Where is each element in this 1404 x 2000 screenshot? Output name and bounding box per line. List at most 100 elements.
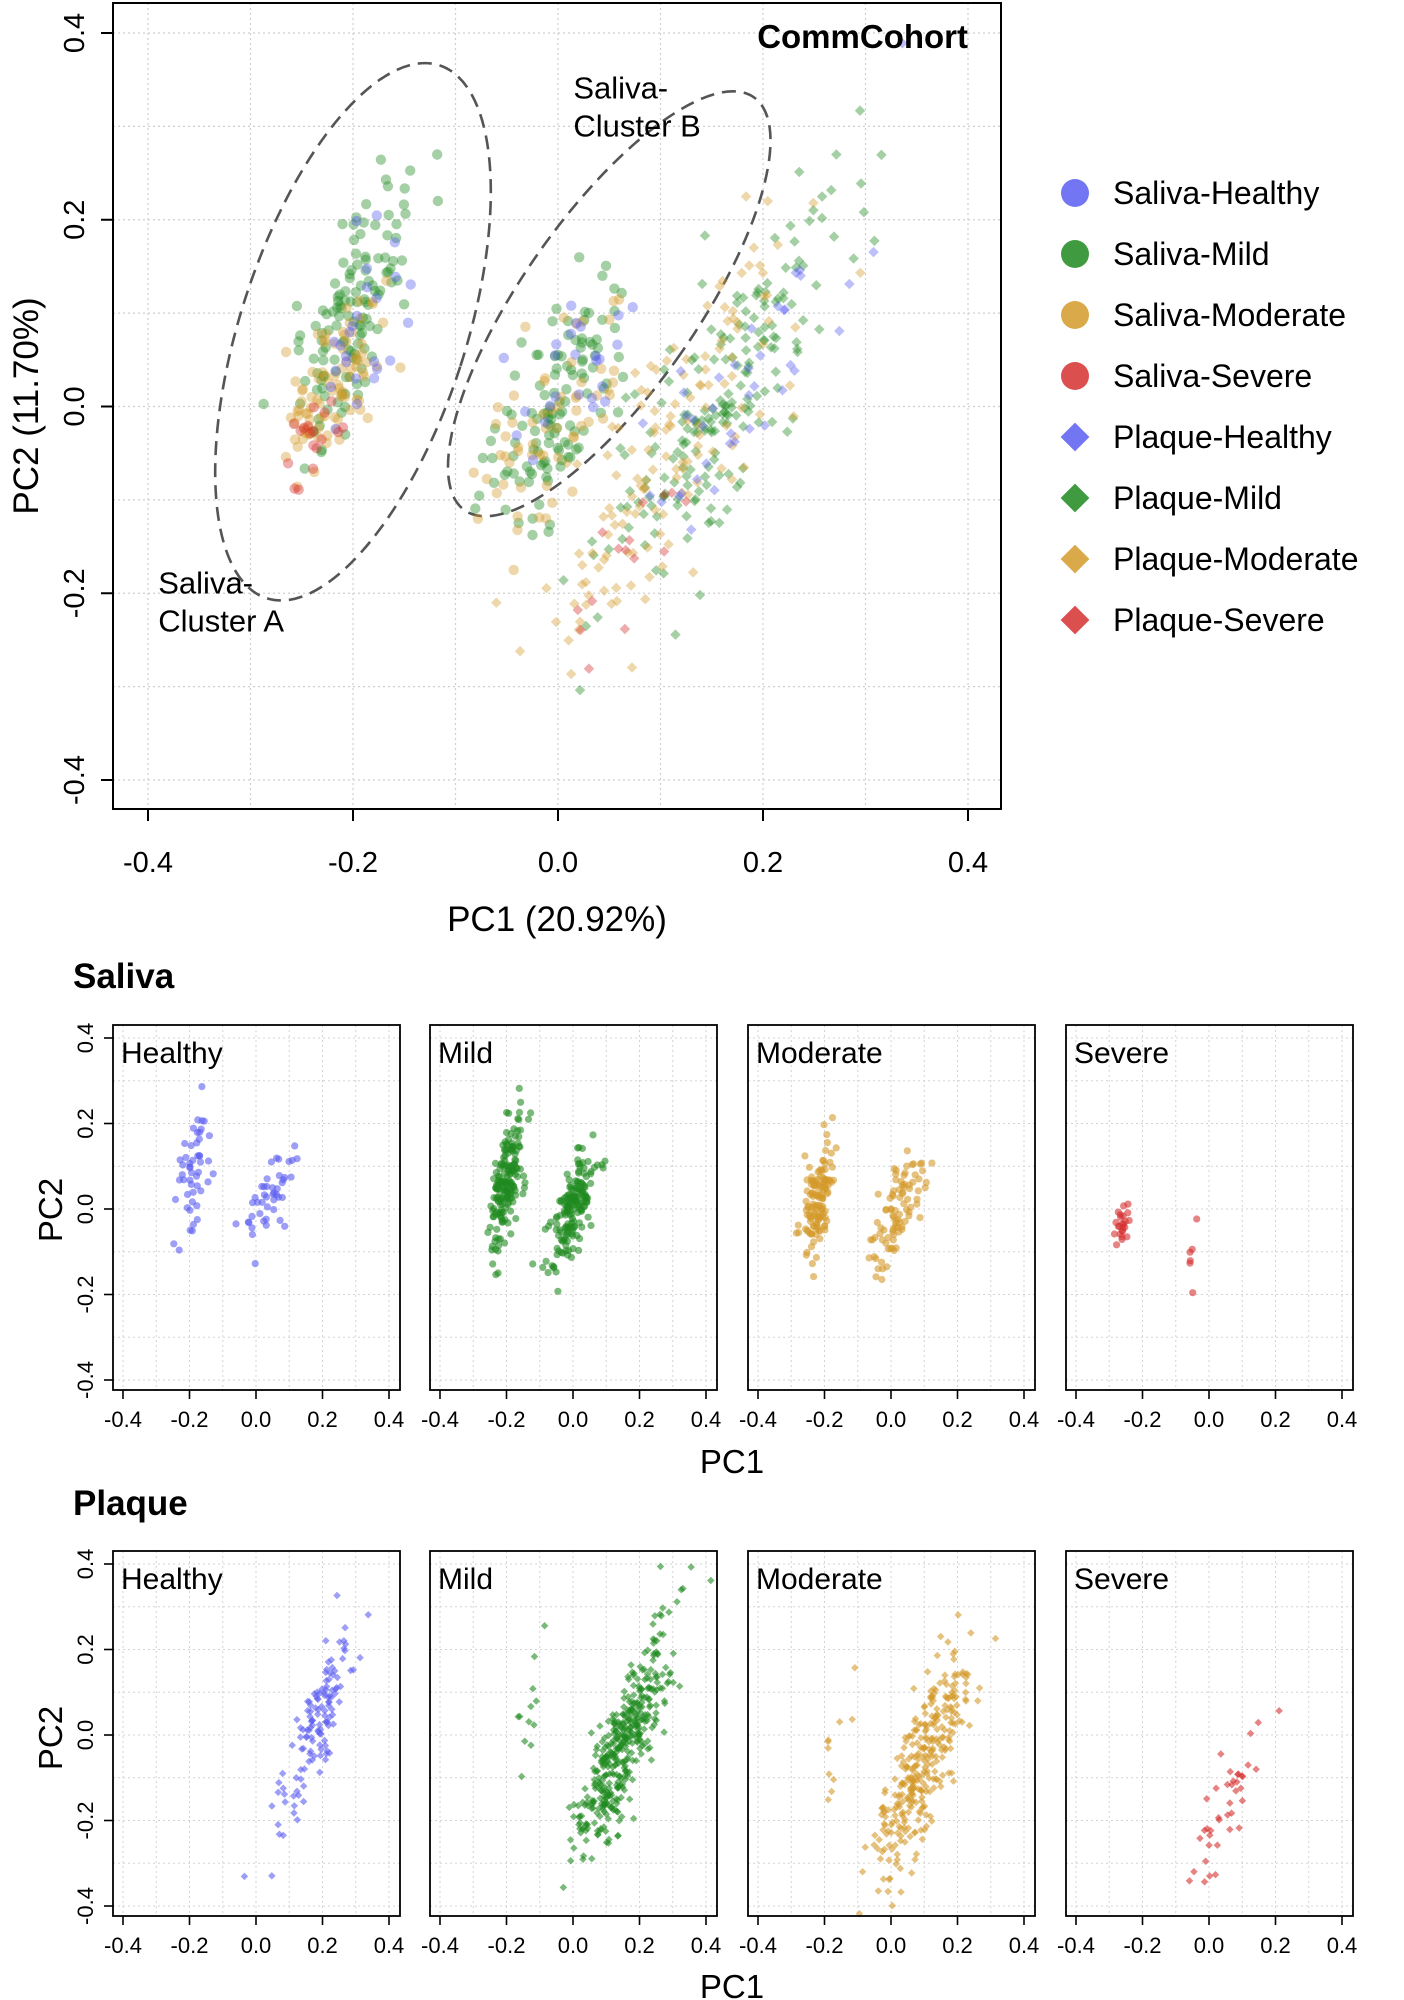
- x-tick-label: -0.4: [104, 1407, 142, 1432]
- main-point-plaque-mild: [645, 427, 656, 438]
- main-point-plaque-mild: [679, 409, 690, 421]
- main-point-plaque-moderate: [758, 291, 770, 302]
- main-point-plaque-moderate: [657, 509, 669, 520]
- panel-point-healthy: [175, 1176, 184, 1184]
- main-point-saliva-mild: [556, 406, 568, 417]
- main-point-plaque-moderate: [642, 542, 653, 553]
- main-point-plaque-mild: [778, 293, 789, 304]
- panel-point-healthy: [272, 1191, 281, 1199]
- panel-point-mild: [542, 1257, 550, 1265]
- main-point-plaque-mild: [693, 364, 704, 375]
- main-point-plaque-moderate: [700, 351, 711, 362]
- panel-point-moderate: [954, 1611, 962, 1619]
- main-point-plaque-moderate: [627, 547, 639, 559]
- main-point-plaque-mild: [855, 178, 867, 189]
- main-point-saliva-mild: [502, 466, 513, 477]
- main-point-plaque-mild: [714, 517, 725, 529]
- main-point-saliva-mild: [307, 426, 319, 437]
- panel-point-severe: [1226, 1799, 1234, 1807]
- main-point-plaque-moderate: [682, 456, 693, 467]
- main-point-saliva-healthy: [368, 356, 380, 367]
- panel-point-mild: [601, 1771, 610, 1780]
- legend-marker: [1061, 301, 1089, 329]
- main-point-plaque-mild: [738, 421, 749, 432]
- main-point-saliva-mild: [295, 330, 306, 341]
- panel-point-moderate: [900, 1743, 908, 1752]
- panel-point-mild: [624, 1753, 632, 1762]
- panel-point-moderate: [958, 1718, 966, 1726]
- y-tick-label: -0.2: [73, 1276, 98, 1314]
- main-point-saliva-mild: [529, 425, 541, 437]
- panel-point-moderate: [944, 1638, 952, 1646]
- panel-point-moderate: [892, 1176, 900, 1184]
- main-point-saliva-mild: [387, 255, 399, 267]
- panel-point-moderate: [917, 1720, 925, 1728]
- main-point-saliva-moderate: [293, 404, 305, 415]
- panel-point-mild: [505, 1166, 513, 1174]
- main-point-saliva-mild: [609, 283, 620, 294]
- main-point-saliva-mild: [556, 454, 568, 466]
- panel-point-mild: [628, 1697, 636, 1705]
- panel-point-healthy: [356, 1653, 364, 1662]
- main-point-saliva-mild: [338, 257, 349, 268]
- main-point-saliva-severe: [326, 396, 337, 407]
- panel-point-moderate: [910, 1829, 919, 1837]
- main-point-saliva-mild: [506, 409, 517, 420]
- main-point-plaque-mild: [858, 206, 870, 218]
- main-point-saliva-mild: [549, 369, 561, 380]
- main-point-plaque-mild: [726, 397, 738, 408]
- panel-point-healthy: [275, 1778, 283, 1787]
- main-point-saliva-mild: [399, 183, 410, 194]
- main-point-saliva-mild: [355, 280, 367, 291]
- panel-point-severe: [1189, 1289, 1197, 1297]
- panel-point-healthy: [341, 1640, 350, 1648]
- main-point-saliva-mild: [312, 368, 323, 379]
- x-tick-label: -0.2: [171, 1407, 209, 1432]
- main-point-saliva-mild: [556, 351, 567, 362]
- main-point-saliva-mild: [335, 300, 346, 311]
- panel-point-moderate: [812, 1204, 821, 1213]
- panel-point-severe: [1235, 1824, 1243, 1832]
- main-point-plaque-moderate: [790, 322, 801, 333]
- main-point-plaque-moderate: [719, 301, 730, 313]
- main-point-plaque-moderate: [721, 420, 732, 431]
- panel-point-severe: [1217, 1750, 1225, 1758]
- main-point-plaque-mild: [739, 321, 751, 332]
- x-tick-label: 0.2: [743, 847, 783, 879]
- main-point-saliva-moderate: [329, 338, 340, 349]
- main-point-plaque-severe: [597, 527, 608, 538]
- main-point-saliva-moderate: [300, 408, 312, 419]
- main-point-plaque-mild: [792, 346, 803, 358]
- main-point-saliva-moderate: [576, 420, 587, 432]
- panel-point-mild: [563, 1203, 571, 1211]
- main-point-plaque-mild: [715, 339, 727, 350]
- panel-point-mild: [515, 1133, 523, 1141]
- main-point-plaque-mild: [785, 220, 796, 231]
- panel-point-mild: [638, 1698, 646, 1707]
- main-point-saliva-moderate: [577, 316, 588, 327]
- main-point-saliva-moderate: [341, 355, 352, 366]
- panel-point-moderate: [926, 1719, 935, 1728]
- main-point-saliva-mild: [477, 452, 489, 464]
- x-tick-label: -0.4: [421, 1407, 459, 1432]
- panel-point-moderate: [932, 1752, 940, 1761]
- main-point-plaque-mild: [721, 409, 732, 420]
- main-point-saliva-severe: [308, 440, 319, 451]
- panel-point-mild: [627, 1749, 636, 1757]
- main-point-plaque-mild: [682, 423, 693, 434]
- main-point-plaque-mild: [720, 354, 732, 365]
- panel-point-mild: [658, 1684, 667, 1693]
- panel-point-healthy: [304, 1706, 312, 1715]
- main-point-saliva-moderate: [345, 404, 356, 416]
- main-point-saliva-moderate: [331, 424, 342, 435]
- panel-point-healthy: [278, 1193, 286, 1202]
- main-point-plaque-moderate: [642, 387, 653, 398]
- panel-point-healthy: [263, 1203, 271, 1211]
- panel-point-severe: [1201, 1857, 1210, 1865]
- main-point-saliva-moderate: [527, 417, 538, 428]
- panel-point-mild: [613, 1735, 621, 1743]
- panel-point-healthy: [268, 1802, 276, 1810]
- main-point-saliva-mild: [329, 354, 340, 365]
- panel-point-mild: [669, 1649, 678, 1658]
- panel-point-moderate: [918, 1803, 927, 1812]
